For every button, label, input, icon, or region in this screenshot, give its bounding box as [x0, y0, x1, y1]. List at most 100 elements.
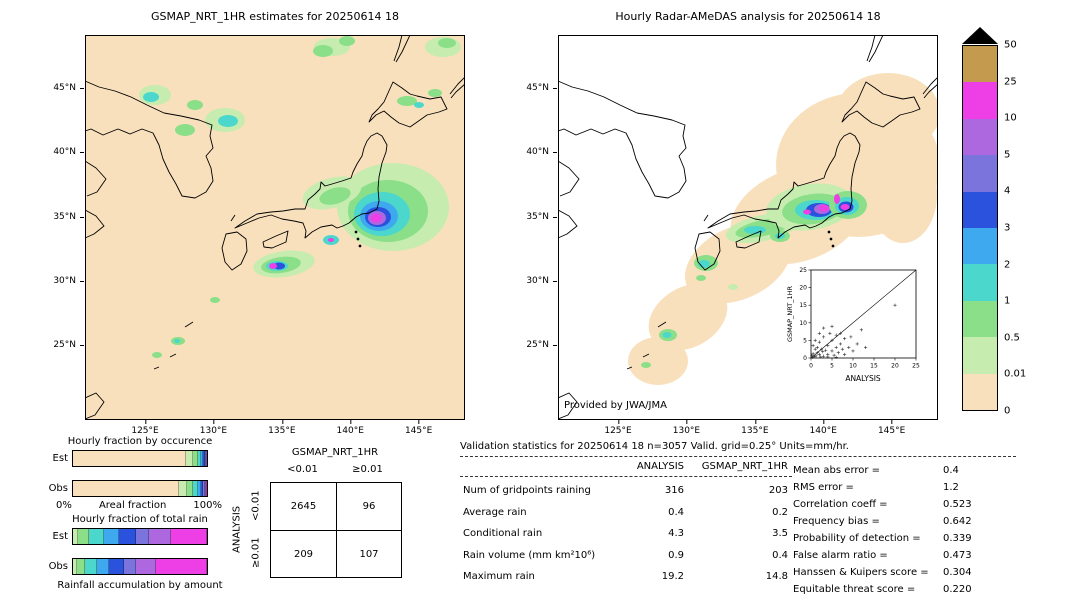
- colorbar-tick-label: 0.5: [1004, 332, 1020, 344]
- scatter-point: [813, 338, 817, 342]
- scatter-point: [812, 354, 816, 359]
- colorbar-band: [963, 191, 997, 229]
- inset-x-tick-label: 10: [849, 363, 857, 370]
- gsmap-coastlines: [86, 36, 464, 419]
- radar-coastlines: [559, 36, 937, 419]
- occurrence-xlabel: Areal fraction: [98, 500, 167, 511]
- scatter-point: [830, 338, 834, 342]
- contingency-col-group-label: GSMAP_NRT_1HR: [291, 447, 379, 458]
- occurrence-chart-title: Hourly fraction by occurence: [67, 436, 213, 447]
- y-tick-label: 40°N: [526, 147, 557, 158]
- bar-segment: [206, 481, 207, 496]
- scatter-point: [826, 344, 830, 348]
- score-value: 1.2: [943, 482, 959, 493]
- scatter-point: [817, 340, 821, 344]
- inset-y-tick-label: 20: [799, 285, 807, 292]
- bar-segment: [135, 559, 157, 574]
- score-value: 0.339: [943, 533, 972, 544]
- x-tick-label: 145°E: [877, 420, 906, 436]
- colorbar-tick-label: 0: [1004, 405, 1011, 417]
- stats-row-label: Average rain: [463, 506, 527, 518]
- validation-stats-column-headers: ANALYSIS GSMAP_NRT_1HR: [460, 461, 792, 477]
- stats-row: Rain volume (mm km²10⁶) 0.9 0.4: [460, 545, 792, 567]
- stats-row-label: Maximum rain: [463, 571, 535, 583]
- radar-map: 0 0 5 5 10 10 15 15 20 20 25 25 ANALYSIS GSMAP_NRT_…: [558, 35, 938, 420]
- inset-xlabel: ANALYSIS: [845, 374, 881, 383]
- scatter-point: [830, 349, 834, 353]
- colorbar-band: [963, 337, 997, 374]
- y-tick-label: 25°N: [526, 340, 557, 351]
- scatter-point: [814, 354, 818, 358]
- bar-segment: [77, 559, 86, 574]
- scatter-point: [826, 355, 830, 359]
- scatter-point: [843, 337, 847, 341]
- colorbar-band: [963, 118, 997, 156]
- scatter-point: [864, 345, 868, 350]
- stats-gsmap-value: 3.5: [772, 528, 788, 540]
- stats-analysis-value: 4.3: [668, 528, 684, 540]
- bar-segment: [200, 481, 204, 496]
- inset-x-tick-label: 25: [912, 363, 920, 370]
- contingency-cell-false-alarm: 96: [336, 483, 401, 530]
- contingency-cell-miss: 209: [271, 530, 336, 577]
- y-tick-label: 40°N: [53, 147, 84, 158]
- y-tick-label: 30°N: [526, 276, 557, 286]
- scatter-point: [817, 331, 821, 335]
- colorbar-tick-label: 1: [1004, 295, 1011, 307]
- stats-col-gsmap: GSMAP_NRT_1HR: [701, 461, 788, 472]
- stats-col-analysis: ANALYSIS: [636, 461, 684, 472]
- stats-analysis-value: 0.9: [668, 549, 684, 561]
- scatter-point: [819, 355, 823, 359]
- scatter-point: [836, 351, 840, 355]
- stats-row: Average rain 0.4 0.2: [460, 502, 792, 524]
- gsmap-x-axis: 125°E 130°E 135°E 140°E 145°E: [85, 420, 465, 438]
- bar-segment: [109, 559, 124, 574]
- scatter-point: [855, 342, 859, 346]
- occurrence-est-label: Est: [52, 453, 68, 464]
- bar-segment: [203, 481, 205, 496]
- scatter-point: [838, 342, 842, 346]
- score-line: Probability of detection = 0.339: [793, 530, 1075, 547]
- colorbar-over-range-triangle: [962, 27, 998, 44]
- scatter-point: [821, 350, 825, 354]
- total-rain-obs-label: Obs: [48, 561, 68, 572]
- inset-x-tick-label: 15: [870, 363, 878, 370]
- y-tick-label: 35°N: [526, 211, 557, 222]
- score-label: Hanssen & Kuipers score =: [793, 567, 929, 578]
- scatter-point: [834, 355, 838, 359]
- scatter-point: [824, 348, 828, 352]
- validation-score-list: Mean abs error = 0.4 RMS error = 1.2 Correla…: [793, 462, 1075, 598]
- x-tick-label: 145°E: [404, 420, 433, 436]
- gsmap-precip-shading: [139, 36, 461, 358]
- colorbar-tick-label: 5: [1004, 149, 1011, 161]
- gsmap-map-title: GSMAP_NRT_1HR estimates for 20250614 18: [150, 10, 400, 23]
- scatter-point: [851, 349, 855, 353]
- inset-diagonal-line: [810, 269, 917, 359]
- inset-x-tick-label: 5: [830, 363, 834, 370]
- bar-segment: [178, 481, 187, 496]
- x-tick-label: 135°E: [741, 420, 769, 436]
- bar-segment: [73, 481, 179, 496]
- inset-y-tick-label: 15: [799, 302, 807, 309]
- x-tick-label: 125°E: [131, 420, 159, 436]
- scatter-point: [815, 345, 819, 350]
- contingency-col-label-ge: ≥0.01: [352, 464, 383, 475]
- scatter-point: [822, 354, 826, 358]
- score-value: 0.473: [943, 550, 972, 561]
- score-value: 0.523: [943, 499, 972, 510]
- occurrence-axis: 0% Areal fraction 100%: [56, 500, 222, 511]
- bar-segment: [206, 451, 207, 466]
- bar-segment: [204, 481, 207, 496]
- score-line: Hanssen & Kuipers score = 0.304: [793, 564, 1075, 581]
- stats-row-label: Rain volume (mm km²10⁶): [463, 549, 596, 561]
- radar-y-axis: 45°N 40°N 35°N 30°N 25°N: [523, 35, 557, 420]
- scatter-point: [813, 347, 817, 351]
- occurrence-obs-bar: [72, 480, 208, 497]
- score-label: False alarm ratio =: [793, 550, 888, 561]
- score-label: Mean abs error =: [793, 465, 881, 476]
- score-value: 0.642: [943, 516, 972, 527]
- gsmap-map: [85, 35, 465, 420]
- bar-segment: [73, 451, 186, 466]
- scatter-point: [822, 326, 826, 330]
